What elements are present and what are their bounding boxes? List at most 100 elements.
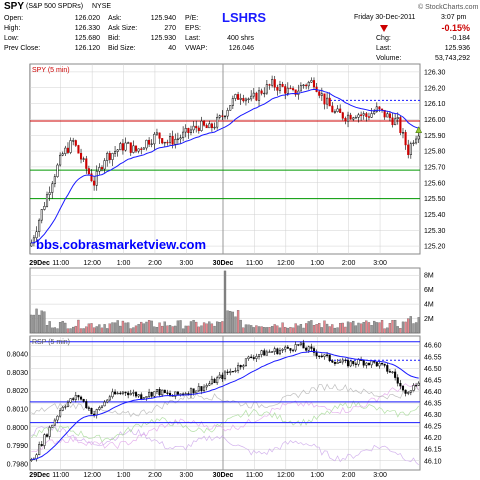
- volume-bar: [38, 314, 41, 334]
- rsp-candle: [153, 391, 156, 397]
- volume-bar: [270, 326, 274, 334]
- price-candle: [150, 143, 153, 145]
- rsp-candle: [132, 392, 135, 394]
- volume-bar: [150, 320, 153, 334]
- volume-bar: [106, 328, 109, 334]
- rsp-candle: [161, 389, 164, 396]
- low-value: 125.680: [74, 35, 100, 42]
- volume-bar: [352, 320, 355, 334]
- price-candle: [388, 113, 391, 119]
- price-candle: [216, 117, 219, 128]
- ask-size-value: 270: [164, 25, 176, 32]
- rsp-candle: [176, 391, 179, 395]
- volume-bar: [56, 328, 59, 334]
- volume-bar: [294, 323, 297, 334]
- rsp-candle: [388, 371, 391, 373]
- volume-tick-label: 2M: [424, 316, 434, 323]
- price-candle: [255, 92, 258, 101]
- rsp-right-tick-label: 46.55: [424, 354, 442, 361]
- volume-bar: [231, 311, 235, 334]
- price-candle: [373, 111, 376, 114]
- volume-bar: [82, 328, 85, 334]
- rsp-left-tick-label: 0.7990: [7, 443, 29, 450]
- price-candle: [250, 95, 253, 100]
- price-candle: [341, 112, 344, 119]
- volume-bar: [391, 320, 394, 334]
- volume-bar: [393, 319, 397, 334]
- volume-bar: [195, 321, 198, 334]
- volume-bar: [90, 323, 93, 334]
- rsp-candle: [391, 371, 394, 373]
- copyright: © StockCharts.com: [418, 4, 479, 11]
- volume-bar: [315, 324, 318, 334]
- volume-bar: [383, 328, 386, 334]
- volume-bar: [184, 325, 187, 334]
- volume-bar: [189, 321, 193, 334]
- volume-bar: [121, 320, 125, 334]
- date: Friday 30-Dec-2011: [354, 14, 416, 21]
- volume-bar: [407, 318, 410, 334]
- price-candle: [98, 167, 101, 172]
- volume-bar: [72, 326, 75, 334]
- rsp-right-tick-label: 46.20: [424, 435, 442, 442]
- rsp-candle: [412, 385, 415, 391]
- volume-bar: [331, 324, 334, 334]
- price-tick-label: 125.70: [424, 164, 446, 171]
- price-candle: [401, 132, 405, 134]
- rsp-candle: [59, 410, 62, 417]
- volume-bar: [66, 328, 70, 334]
- rsp-candle: [239, 365, 242, 368]
- price-candle: [87, 168, 90, 175]
- volume-bar: [187, 325, 190, 334]
- rsp-candle: [158, 389, 161, 396]
- volume-bar: [64, 322, 67, 334]
- rsp-candle: [208, 383, 211, 386]
- rsp-candle: [119, 392, 122, 395]
- price-candle: [51, 183, 54, 193]
- rsp-left-tick-label: 0.8040: [7, 352, 29, 359]
- volume-label: Volume:: [376, 55, 402, 62]
- rsp-right-tick-label: 46.60: [424, 343, 442, 350]
- price-candle: [140, 148, 143, 150]
- volume-bar: [174, 325, 177, 334]
- volume-bar: [132, 327, 135, 334]
- price-tick-label: 126.30: [424, 69, 446, 76]
- rsp-candle: [223, 371, 227, 379]
- rsp-candle: [339, 361, 342, 364]
- rsp-candle: [111, 391, 114, 398]
- rsp-candle: [179, 393, 182, 395]
- price-candle: [412, 142, 415, 144]
- volume-bar: [255, 325, 258, 334]
- rsp-candle: [124, 391, 127, 394]
- rsp-candle: [189, 388, 193, 396]
- volume-bar: [208, 321, 211, 334]
- price-panel-title: SPY (5 min): [32, 67, 70, 74]
- rsp-candle: [320, 355, 323, 357]
- price-candle: [155, 132, 158, 135]
- price-x-tick-label: 12:00: [277, 260, 295, 267]
- high-value: 126.330: [74, 25, 100, 32]
- price-candle: [114, 151, 117, 154]
- volume-bar: [166, 325, 169, 334]
- rsp-candle: [244, 358, 247, 366]
- price-candle: [399, 117, 402, 133]
- volume-bar: [200, 325, 203, 334]
- volume-bar: [404, 321, 407, 334]
- price-candle: [370, 113, 373, 118]
- volume-bar: [69, 328, 72, 334]
- price-candle: [106, 152, 109, 161]
- volume-bar: [98, 324, 101, 334]
- rsp-candle: [150, 392, 153, 397]
- price-candle: [38, 219, 41, 233]
- volume-bar: [242, 327, 245, 334]
- rsp-candle: [399, 383, 402, 387]
- volume-bar: [414, 322, 418, 334]
- price-candle: [74, 140, 77, 146]
- volume-bar: [119, 325, 122, 334]
- volume-bar: [320, 327, 323, 334]
- rsp-candle: [415, 385, 418, 387]
- price-candle: [161, 138, 164, 144]
- volume-bar: [417, 317, 420, 334]
- rsp-right-tick-label: 46.50: [424, 366, 442, 373]
- rsp-left-tick-label: 0.8010: [7, 407, 29, 414]
